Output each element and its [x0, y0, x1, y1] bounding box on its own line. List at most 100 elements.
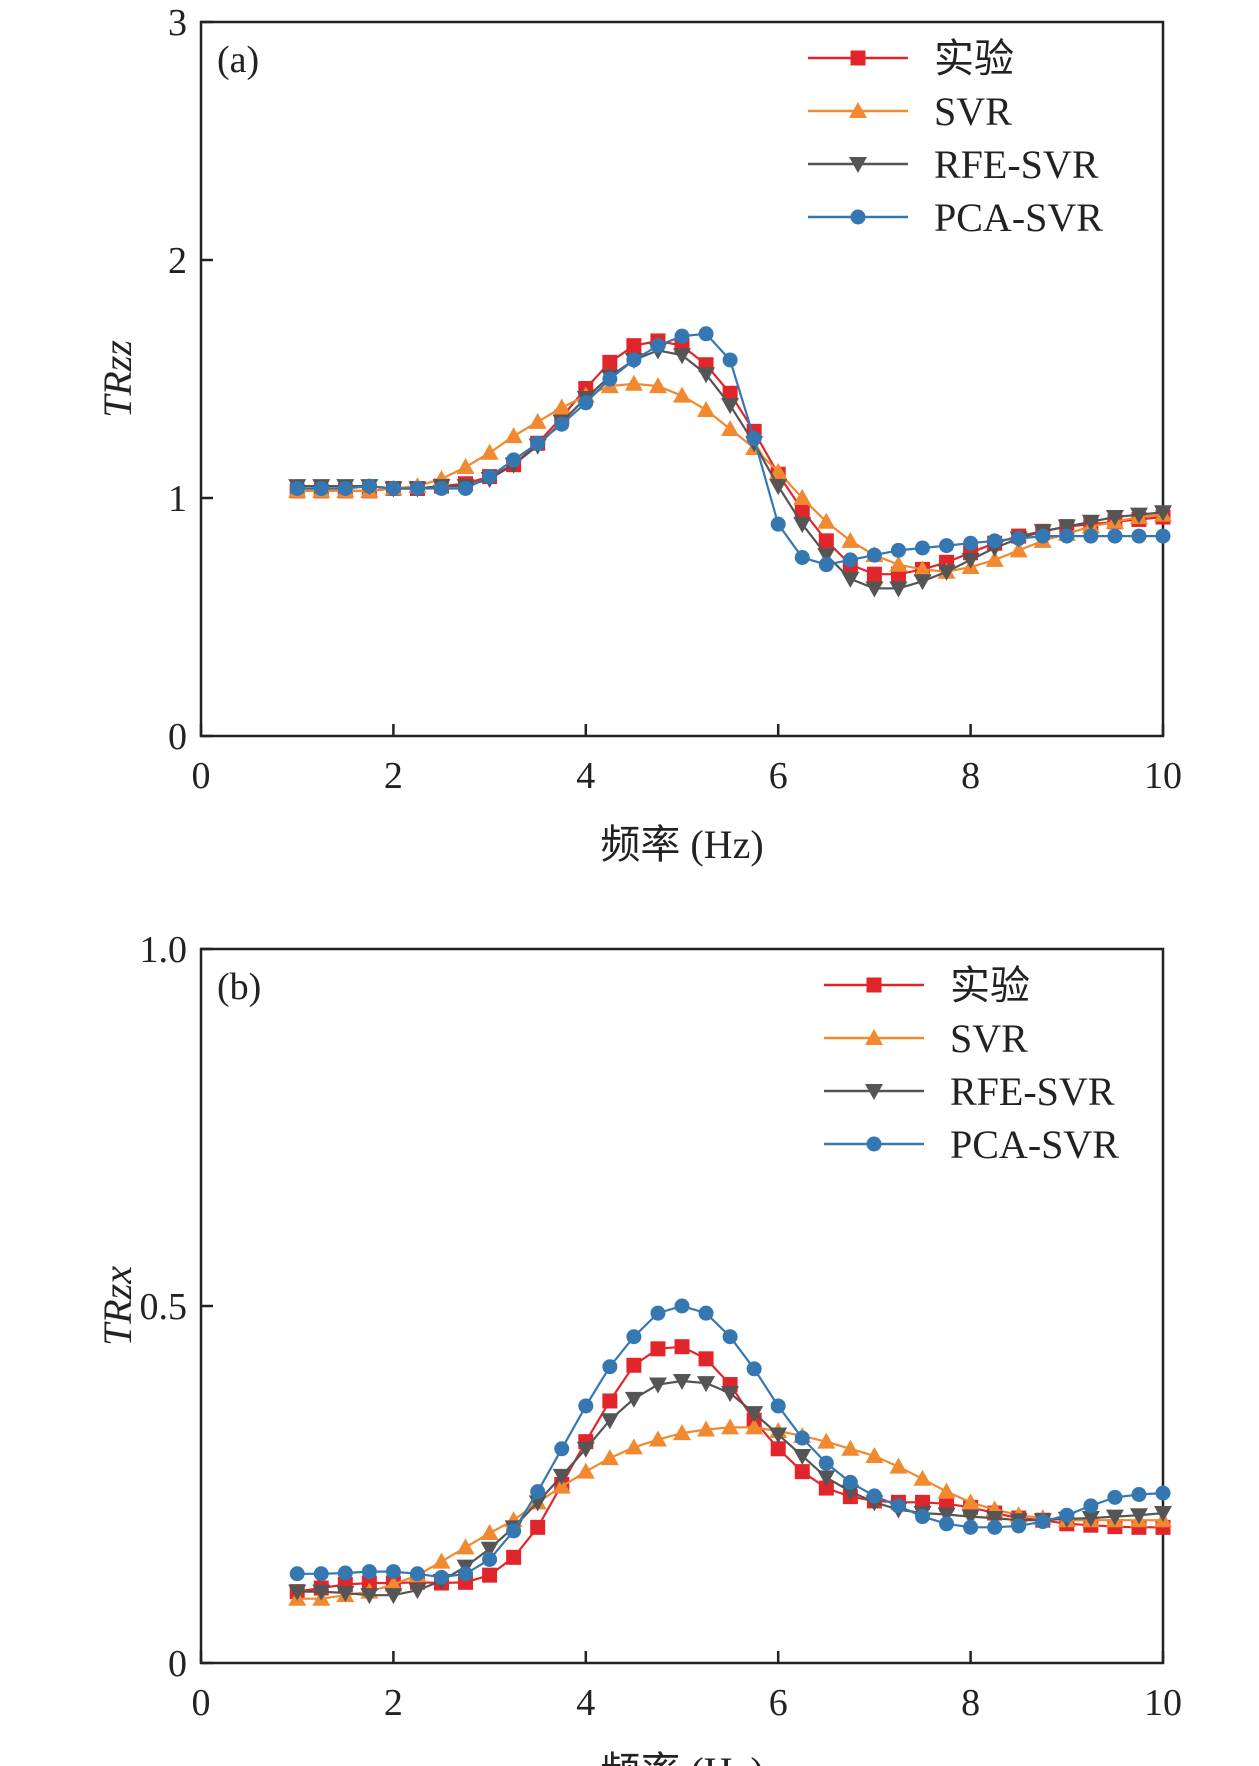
data-point [745, 1418, 764, 1435]
y-tick-label: 3 [168, 2, 187, 44]
data-point [961, 1509, 980, 1526]
data-point [915, 540, 930, 556]
legend-label: SVR [950, 1016, 1028, 1061]
legend-label: 实验 [950, 963, 1030, 1008]
data-point [1105, 1509, 1124, 1526]
legend-item: 实验 [824, 963, 1030, 1008]
data-point [817, 548, 836, 565]
data-point [602, 354, 618, 370]
data-point [674, 1298, 690, 1314]
legend-marker [849, 102, 867, 118]
data-point [552, 398, 571, 415]
data-point [1057, 519, 1076, 536]
legend-marker [850, 50, 866, 66]
data-point [648, 377, 667, 394]
data-point [602, 1359, 618, 1375]
data-point [1129, 1508, 1148, 1525]
data-point [1155, 528, 1171, 544]
tick-marks [199, 20, 1165, 738]
x-axis-title: 频率 (Hz) [600, 822, 763, 867]
legend-item: RFE-SVR [824, 1069, 1115, 1114]
data-point [915, 1509, 930, 1525]
data-point [554, 416, 570, 432]
data-point [721, 1386, 740, 1403]
y-axis-title: TRzz [95, 340, 140, 418]
data-point [987, 533, 1003, 549]
plot-frame [199, 20, 1165, 738]
data-point [890, 542, 906, 558]
data-point [1059, 528, 1075, 544]
y-tick-label: 0 [168, 716, 187, 758]
data-point [361, 478, 377, 494]
data-point [818, 557, 834, 573]
data-point [866, 547, 882, 563]
data-point [961, 1493, 980, 1510]
data-point [313, 480, 329, 496]
data-point [600, 1449, 619, 1466]
data-point [552, 1468, 571, 1485]
data-point [842, 552, 858, 568]
legend-marker [865, 1084, 883, 1100]
data-point [794, 1464, 810, 1480]
data-point [648, 1377, 667, 1394]
x-tick-label: 6 [769, 1682, 788, 1724]
data-point [673, 1373, 691, 1390]
data-point [794, 502, 810, 518]
data-point [482, 1551, 498, 1567]
data-point [817, 1470, 836, 1487]
y-tick-label: 1.0 [140, 929, 188, 971]
data-point [289, 480, 305, 496]
data-point [1009, 541, 1028, 558]
legend-marker [866, 977, 882, 993]
data-point [456, 1538, 475, 1555]
panel-label: (a) [217, 39, 259, 81]
data-point [818, 533, 834, 549]
data-point [1059, 1507, 1075, 1523]
data-point [745, 1406, 764, 1423]
data-point [890, 1498, 906, 1514]
data-point [578, 1398, 594, 1414]
x-tick-label: 0 [192, 1682, 211, 1724]
legend-label: RFE-SVR [950, 1069, 1115, 1114]
data-point [624, 1391, 643, 1408]
data-point [336, 1586, 355, 1603]
data-point [1083, 528, 1099, 544]
data-point [937, 564, 956, 581]
data-point [722, 1329, 738, 1345]
legend-item: 实验 [808, 36, 1014, 81]
data-point [963, 1519, 979, 1535]
tick-marks [199, 947, 1165, 1665]
data-point [360, 1588, 379, 1605]
data-point [480, 1541, 499, 1558]
legend-label: 实验 [934, 36, 1014, 81]
data-point [602, 1393, 618, 1409]
data-point [721, 419, 740, 436]
data-point [385, 480, 401, 496]
x-axis-title: 频率 (Hz) [600, 1749, 763, 1766]
data-point [794, 550, 810, 565]
x-tick-label: 8 [961, 755, 980, 797]
data-point [434, 480, 449, 496]
data-point [697, 1420, 716, 1437]
series-layer [288, 326, 1172, 598]
legend: 实验 SVR RFE-SVR PCA-SVR [824, 963, 1119, 1167]
data-point [385, 1564, 401, 1580]
data-point [841, 1439, 860, 1456]
data-point [818, 1455, 834, 1471]
x-tick-label: 2 [384, 1682, 403, 1724]
y-tick-label: 0 [168, 1643, 187, 1685]
data-point [842, 1474, 858, 1490]
x-tick-label: 10 [1144, 755, 1182, 797]
data-point [961, 552, 980, 569]
data-point [889, 1457, 908, 1474]
data-point [384, 1588, 403, 1605]
data-point [673, 386, 691, 403]
data-point [939, 538, 955, 554]
data-point [769, 462, 788, 479]
data-point [624, 1438, 643, 1455]
data-point [576, 1441, 595, 1458]
data-point [1107, 1489, 1123, 1505]
data-point [289, 1566, 305, 1582]
legend-marker [865, 1029, 883, 1045]
legend-item: PCA-SVR [824, 1122, 1119, 1167]
